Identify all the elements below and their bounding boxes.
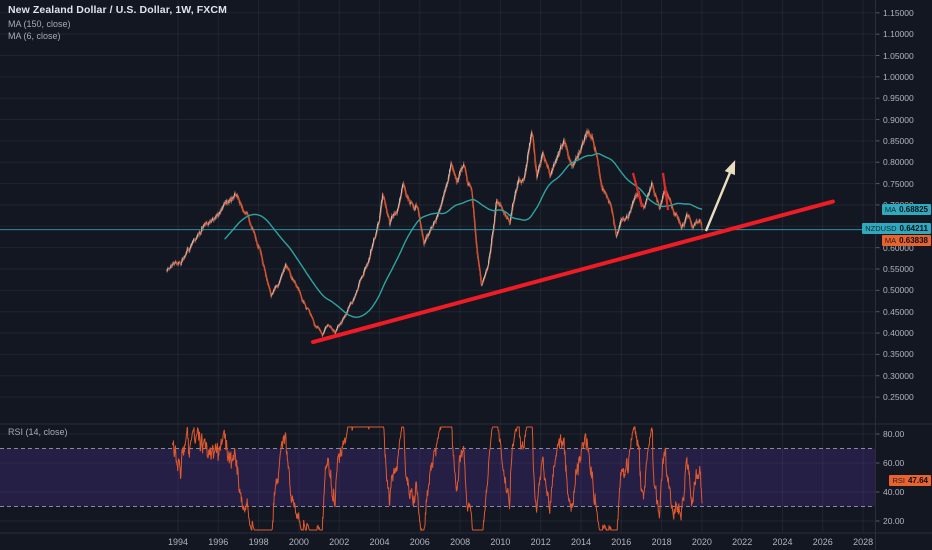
year-tick-label: 2026 xyxy=(812,537,833,547)
ma6-chip-value: 0.63838 xyxy=(899,236,928,245)
year-tick-label: 1994 xyxy=(167,537,189,547)
year-tick-label: 2028 xyxy=(853,537,874,547)
rsi-tick-label: 40.00 xyxy=(883,487,905,497)
support-trendline-drawing[interactable] xyxy=(311,199,835,345)
ma6-line[interactable] xyxy=(168,131,703,335)
symbol-chip-prefix: NZDUSD xyxy=(865,224,897,233)
ma150-line[interactable] xyxy=(224,152,703,318)
year-tick-label: 2018 xyxy=(651,537,672,547)
projection-arrow-head[interactable] xyxy=(724,160,736,176)
projection-arrow-shaft[interactable] xyxy=(704,168,733,232)
year-tick-label: 1996 xyxy=(208,537,229,547)
trend-mark-drawing[interactable] xyxy=(661,172,670,211)
price-tick-label: 0.95000 xyxy=(883,93,914,104)
ma150-value-label: MA 0.68825 xyxy=(881,204,931,215)
price-tick-label: 0.90000 xyxy=(883,114,914,125)
price-tick-label: 0.30000 xyxy=(883,370,914,381)
symbol-chip-value: 0.64211 xyxy=(899,224,928,233)
price-tick-label: 0.50000 xyxy=(883,285,914,296)
year-tick-label: 2002 xyxy=(329,537,350,547)
rsi-tick-label: 20.00 xyxy=(883,516,905,526)
rsi-tick-label: 80.00 xyxy=(883,429,905,439)
rsi-value-label: RSI 47.64 xyxy=(889,475,931,486)
year-tick-label: 2004 xyxy=(369,537,390,547)
year-tick-label: 2012 xyxy=(530,537,551,547)
year-tick-label: 2006 xyxy=(409,537,430,547)
rsi-line[interactable] xyxy=(171,426,703,532)
price-tick-label: 0.85000 xyxy=(883,135,914,146)
price-tick-label: 0.60000 xyxy=(883,242,914,253)
year-tick-label: 2010 xyxy=(490,537,511,547)
price-tick-label: 0.35000 xyxy=(883,349,914,360)
ma150-chip-prefix: MA xyxy=(884,205,897,214)
rsi-band xyxy=(0,448,875,507)
price-tick-label: 1.05000 xyxy=(883,50,914,61)
year-tick-label: 2024 xyxy=(772,537,793,547)
up-candle-bodies xyxy=(166,130,701,336)
year-tick-label: 2016 xyxy=(611,537,632,547)
price-tick-label: 1.10000 xyxy=(883,29,914,40)
year-tick-label: 2008 xyxy=(450,537,471,547)
price-tick-label: 0.55000 xyxy=(883,264,914,274)
price-tick-label: 0.80000 xyxy=(883,157,914,168)
price-tick-label: 0.40000 xyxy=(883,328,914,339)
year-tick-label: 1998 xyxy=(248,537,269,547)
ma6-value-label: MA 0.63838 xyxy=(881,235,931,246)
down-candle-wicks xyxy=(167,128,703,338)
last-price-label: NZDUSD 0.64211 xyxy=(862,223,931,234)
year-tick-label: 2022 xyxy=(732,537,753,547)
rsi-tick-label: 60.00 xyxy=(883,458,905,468)
rsi-chip-value: 47.64 xyxy=(907,476,928,485)
up-candle-wicks xyxy=(166,128,700,337)
down-candle-bodies xyxy=(166,130,703,336)
year-tick-label: 2014 xyxy=(570,537,592,547)
price-tick-label: 0.75000 xyxy=(883,178,914,189)
year-tick-label: 2020 xyxy=(691,537,712,547)
price-tick-label: 1.00000 xyxy=(883,71,914,82)
price-tick-label: 1.15000 xyxy=(883,7,914,18)
ma6-chip-prefix: MA xyxy=(884,236,897,245)
ma150-chip-value: 0.68825 xyxy=(899,205,928,214)
year-tick-label: 2000 xyxy=(288,537,309,547)
price-tick-label: 0.45000 xyxy=(883,306,914,317)
rsi-chip-prefix: RSI xyxy=(892,476,905,485)
price-tick-label: 0.25000 xyxy=(883,392,914,403)
trend-mark-drawing[interactable] xyxy=(631,172,644,208)
